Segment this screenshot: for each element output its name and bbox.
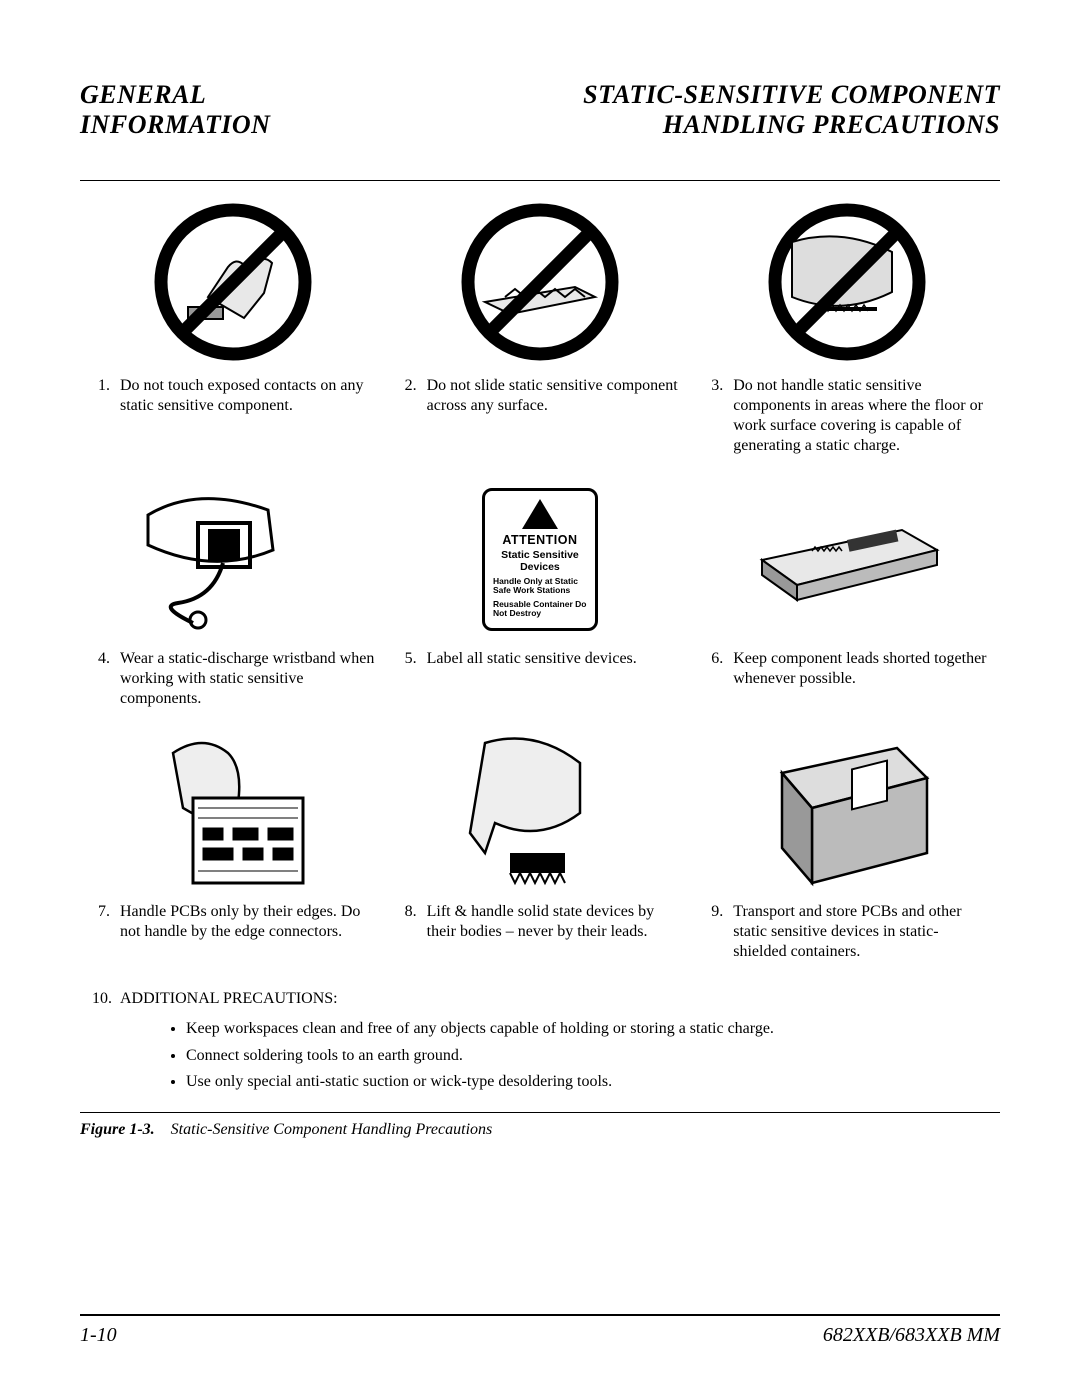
- cell-2: 2. Do not slide static sensitive compone…: [387, 199, 694, 482]
- num-9: 9.: [705, 902, 723, 962]
- page-footer: 1-10 682XXB/683XXB MM: [80, 1314, 1000, 1347]
- page-header: GENERAL INFORMATION STATIC-SENSITIVE COM…: [80, 80, 1000, 140]
- illustration-1: [138, 199, 328, 364]
- cell-6: 6. Keep component leads shorted together…: [693, 482, 1000, 735]
- illustration-9: [752, 735, 942, 890]
- cell-9: 9. Transport and store PCBs and other st…: [693, 735, 1000, 988]
- caption-7: 7. Handle PCBs only by their edges. Do n…: [92, 902, 375, 942]
- caption-9: 9. Transport and store PCBs and other st…: [705, 902, 988, 962]
- text-9: Transport and store PCBs and other stati…: [733, 902, 988, 962]
- prohibit-area-icon: [762, 202, 932, 362]
- shorted-leads-icon: [752, 505, 942, 615]
- illustration-3: [752, 199, 942, 364]
- cell-4: 4. Wear a static-discharge wristband whe…: [80, 482, 387, 735]
- num-3: 3.: [705, 376, 723, 456]
- caption-2: 2. Do not slide static sensitive compone…: [399, 376, 682, 416]
- text-7: Handle PCBs only by their edges. Do not …: [120, 902, 375, 942]
- cell-8: 8. Lift & handle solid state devices by …: [387, 735, 694, 988]
- cell-3: 3. Do not handle static sensitive compon…: [693, 199, 1000, 482]
- text-3: Do not handle static sensitive component…: [733, 376, 988, 456]
- num-1: 1.: [92, 376, 110, 416]
- header-left: GENERAL INFORMATION: [80, 80, 270, 140]
- num-10: 10.: [92, 988, 110, 1010]
- header-left-line1: GENERAL: [80, 80, 270, 110]
- cell-1: 1. Do not touch exposed contacts on any …: [80, 199, 387, 482]
- illustration-4: [138, 482, 328, 637]
- illustration-2: [445, 199, 635, 364]
- text-5: Label all static sensitive devices.: [427, 649, 682, 669]
- attention-label-card: ATTENTION Static Sensitive Devices Handl…: [482, 488, 598, 632]
- caption-8: 8. Lift & handle solid state devices by …: [399, 902, 682, 942]
- illustration-7: [138, 735, 328, 890]
- shielded-container-icon: [757, 733, 937, 893]
- figure-title: Static-Sensitive Component Handling Prec…: [171, 1121, 493, 1138]
- text-4: Wear a static-discharge wristband when w…: [120, 649, 375, 709]
- text-8: Lift & handle solid state devices by the…: [427, 902, 682, 942]
- header-right-line1: STATIC-SENSITIVE COMPONENT: [583, 80, 1000, 110]
- additional-precautions: 10. ADDITIONAL PRECAUTIONS: Keep workspa…: [80, 988, 1000, 1094]
- triangle-icon: [522, 499, 558, 529]
- cell-7: 7. Handle PCBs only by their edges. Do n…: [80, 735, 387, 988]
- label-ssd: Static Sensitive Devices: [491, 549, 589, 573]
- figure-caption: Figure 1-3. Static-Sensitive Component H…: [80, 1121, 1000, 1139]
- illustration-6: [752, 482, 942, 637]
- num-4: 4.: [92, 649, 110, 709]
- bullet-2: Connect soldering tools to an earth grou…: [186, 1045, 988, 1067]
- bullet-3: Use only special anti-static suction or …: [186, 1071, 988, 1093]
- additional-bullets: Keep workspaces clean and free of any ob…: [186, 1018, 988, 1093]
- illustration-5: ATTENTION Static Sensitive Devices Handl…: [445, 482, 635, 637]
- num-5: 5.: [399, 649, 417, 669]
- additional-lead: ADDITIONAL PRECAUTIONS:: [120, 988, 338, 1010]
- label-ssd-line1: Static Sensitive: [501, 549, 579, 561]
- header-right-line2: HANDLING PRECAUTIONS: [583, 110, 1000, 140]
- label-attention: ATTENTION: [491, 533, 589, 547]
- header-right: STATIC-SENSITIVE COMPONENT HANDLING PREC…: [583, 80, 1000, 140]
- wristband-icon: [138, 485, 328, 635]
- num-2: 2.: [399, 376, 417, 416]
- text-2: Do not slide static sensitive component …: [427, 376, 682, 416]
- num-8: 8.: [399, 902, 417, 942]
- label-sm1: Handle Only at Static Safe Work Stations: [491, 577, 589, 596]
- label-sm2: Reusable Container Do Not Destroy: [491, 600, 589, 619]
- prohibit-touch-icon: [148, 202, 318, 362]
- precaution-grid: 1. Do not touch exposed contacts on any …: [80, 199, 1000, 988]
- caption-3: 3. Do not handle static sensitive compon…: [705, 376, 988, 456]
- label-ssd-line2: Devices: [520, 561, 560, 573]
- footer-right: 682XXB/683XXB MM: [823, 1324, 1000, 1347]
- figure-prefix: Figure 1-3.: [80, 1121, 155, 1138]
- caption-1: 1. Do not touch exposed contacts on any …: [92, 376, 375, 416]
- caption-4: 4. Wear a static-discharge wristband whe…: [92, 649, 375, 709]
- num-7: 7.: [92, 902, 110, 942]
- illustration-8: [445, 735, 635, 890]
- text-1: Do not touch exposed contacts on any sta…: [120, 376, 375, 416]
- num-6: 6.: [705, 649, 723, 689]
- lift-body-icon: [455, 733, 625, 893]
- footer-left: 1-10: [80, 1324, 117, 1347]
- cell-5: ATTENTION Static Sensitive Devices Handl…: [387, 482, 694, 735]
- pcb-edges-icon: [143, 733, 323, 893]
- bullet-1: Keep workspaces clean and free of any ob…: [186, 1018, 988, 1040]
- text-6: Keep component leads shorted together wh…: [733, 649, 988, 689]
- prohibit-slide-icon: [455, 202, 625, 362]
- caption-5: 5. Label all static sensitive devices.: [399, 649, 682, 669]
- content-block: 1. Do not touch exposed contacts on any …: [80, 180, 1000, 1113]
- caption-6: 6. Keep component leads shorted together…: [705, 649, 988, 689]
- header-left-line2: INFORMATION: [80, 110, 270, 140]
